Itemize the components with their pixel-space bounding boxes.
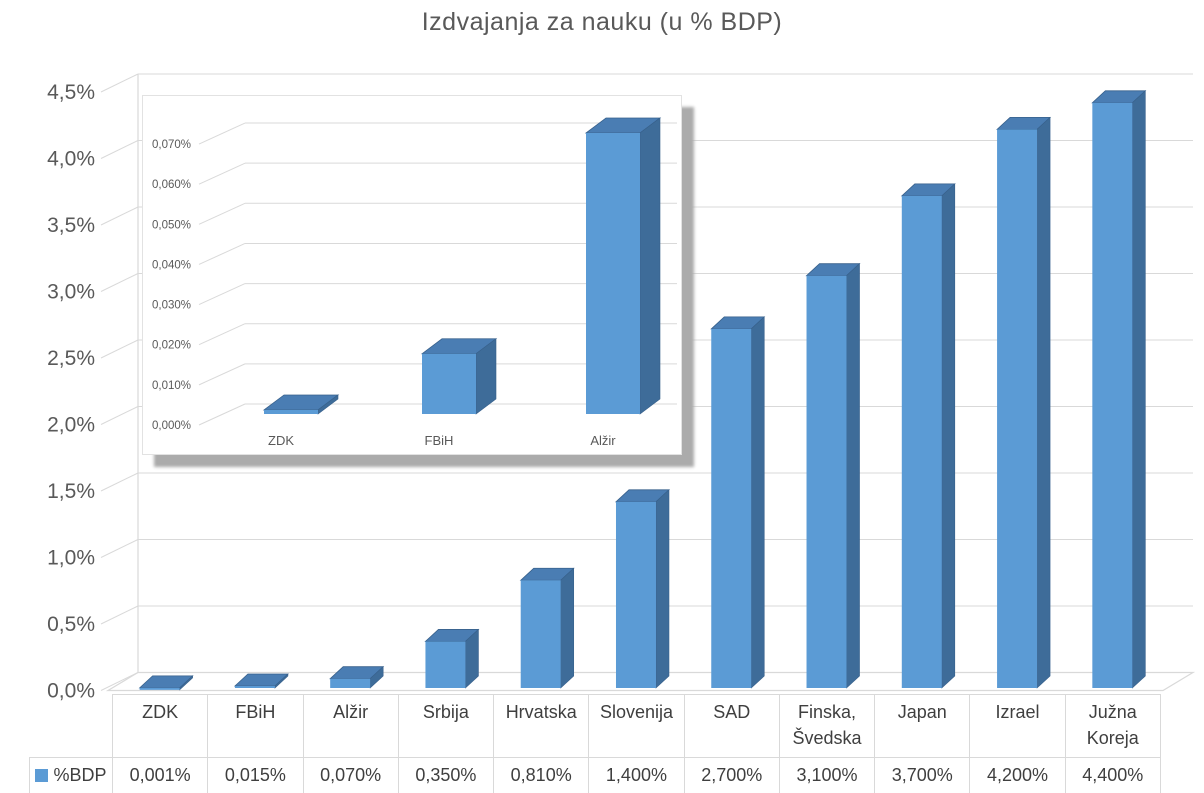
category-header-cell: Alžir (302, 694, 399, 758)
category-header-cell: ZDK (111, 694, 209, 758)
category-header-cell: FBiH (207, 694, 304, 758)
bar-Srbija (424, 628, 480, 689)
y-axis-tick-label: 2,5% (47, 347, 95, 370)
y-axis-tick-label: 4,0% (47, 148, 95, 171)
value-cell: 0,350% (397, 757, 495, 793)
data-table: ZDK FBiH Alžir Srbija Hrvatska Slovenija SAD Fi… (29, 694, 1161, 793)
value-cell: 0,015% (207, 757, 304, 793)
category-header-cell: Finska, Švedska (778, 694, 876, 758)
chart-title: Izdvajanja za nauku (u % BDP) (421, 8, 783, 36)
inset-y-tick-label: 0,000% (152, 420, 191, 432)
value-cell: 3,100% (778, 757, 876, 793)
inset-category-label: FBiH (425, 433, 454, 448)
category-header-cell: Izrael (969, 694, 1066, 758)
inset-y-tick-label: 0,070% (152, 139, 191, 151)
y-axis-tick-label: 3,0% (47, 281, 95, 304)
bar-SAD (710, 316, 766, 689)
bar-inset-Alžir (584, 117, 662, 415)
value-cell: 0,810% (493, 757, 590, 793)
bar-Slovenija (614, 489, 671, 689)
category-header-cell: Slovenija (588, 694, 685, 758)
inset-chart-panel: 0,000% 0,010% 0,020% 0,030% 0,040% 0,050% 0,06… (142, 95, 682, 455)
inset-y-tick-label: 0,060% (152, 179, 191, 191)
y-axis-tick-label: 1,5% (47, 480, 95, 503)
bar-Alžir (329, 666, 385, 689)
category-header-cell: Hrvatska (493, 694, 590, 758)
value-cell: 0,070% (302, 757, 399, 793)
bar-ZDK (138, 675, 194, 691)
bar-Hrvatska (519, 567, 575, 689)
y-axis-tick-label: 0,0% (47, 680, 95, 703)
value-cell: 3,700% (874, 757, 971, 793)
y-axis-tick-label: 4,5% (47, 81, 95, 104)
category-header-cell: Južna Koreja (1064, 694, 1161, 758)
inset-chart-plot: 0,000% 0,010% 0,020% 0,030% 0,040% 0,050% 0,06… (152, 117, 677, 448)
y-axis-tick-label: 2,0% (47, 414, 95, 437)
y-axis-tick-label: 1,0% (47, 547, 95, 570)
inset-y-tick-label: 0,050% (152, 219, 191, 231)
inset-category-label: Alžir (590, 433, 616, 448)
legend-swatch-icon (35, 769, 49, 782)
value-cell: 4,200% (969, 757, 1066, 793)
y-axis-tick-label: 3,5% (47, 214, 95, 237)
inset-category-label: ZDK (268, 433, 294, 448)
bar-Južna Koreja (1091, 90, 1147, 689)
category-header-cell: Japan (874, 694, 971, 758)
value-cell: 4,400% (1064, 757, 1161, 793)
bar-Izrael (996, 116, 1052, 689)
category-header-cell: Srbija (397, 694, 495, 758)
bar-Finska, Švedska (805, 263, 861, 689)
inset-y-tick-label: 0,030% (152, 300, 191, 312)
table-corner-empty (30, 695, 113, 758)
inset-y-tick-label: 0,010% (152, 380, 191, 392)
value-cell: 2,700% (683, 757, 780, 793)
inset-y-tick-label: 0,020% (152, 340, 191, 352)
y-axis-tick-label: 0,5% (47, 613, 95, 636)
bar-inset-ZDK (262, 394, 340, 415)
bar-FBiH (233, 673, 289, 689)
series-name-label: %BDP (53, 765, 107, 785)
value-cell: 0,001% (111, 757, 209, 793)
value-cell: 1,400% (588, 757, 685, 793)
inset-y-tick-label: 0,040% (152, 259, 191, 271)
bar-Japan (900, 183, 956, 689)
category-header-cell: SAD (683, 694, 780, 758)
bar-inset-FBiH (420, 338, 498, 415)
legend-cell: %BDP (29, 757, 113, 793)
